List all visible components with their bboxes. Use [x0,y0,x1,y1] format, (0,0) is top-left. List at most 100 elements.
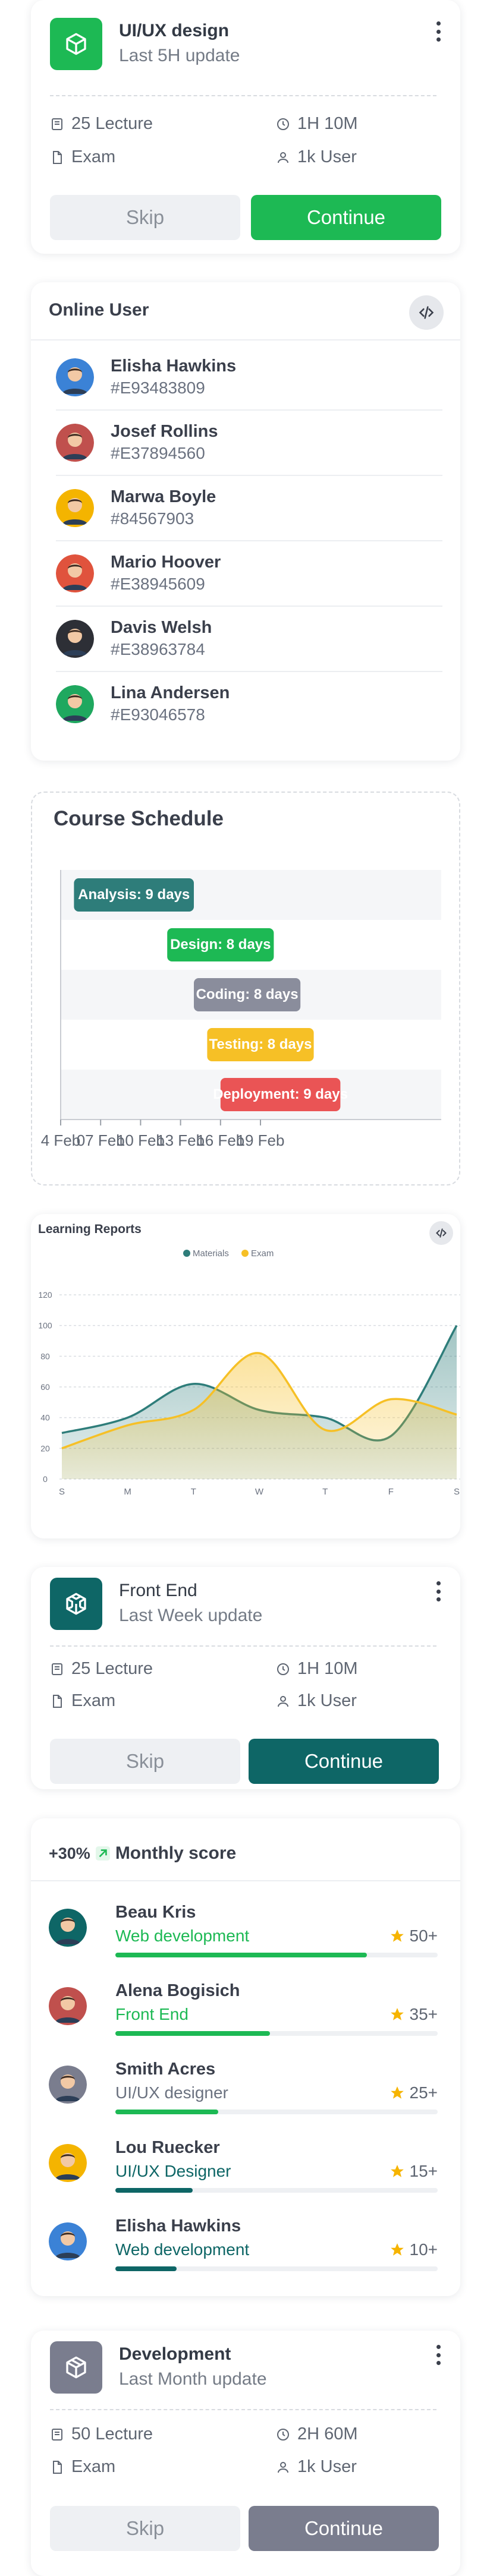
score-value: 35+ [390,2005,438,2024]
user-row[interactable]: Josef Rollins #E37894560 [56,411,442,476]
avatar [56,620,94,658]
avatar [56,489,94,527]
gantt-bar-label: Coding: 8 days [196,986,299,1002]
skip-button[interactable]: Skip [50,2506,240,2551]
series-line [61,1352,457,1449]
progress-fill [115,2110,219,2114]
exam-label: Exam [50,2457,115,2477]
user-id: #84567903 [111,509,194,528]
legend-label: Exam [251,1248,274,1259]
x-tick-label: F [388,1487,394,1497]
student-name: Smith Acres [115,2060,216,2079]
gantt-bar-label: Analysis: 9 days [78,887,190,903]
student-name: Elisha Hawkins [115,2216,241,2236]
avatar [49,1987,87,2025]
trend-up-icon [95,1846,110,1861]
user-name: Davis Welsh [111,618,212,637]
user-id: #E93046578 [111,705,205,724]
y-tick-label: 120 [38,1290,52,1300]
continue-button[interactable]: Continue [251,195,441,240]
gantt-bar-label: Testing: 8 days [209,1036,312,1052]
more-options-icon[interactable] [434,21,442,42]
progress-fill [115,1953,367,1957]
course-card: UI/UX design Last 5H update 25 Lecture 1… [31,0,460,254]
user-name: Marwa Boyle [111,487,216,506]
course-subtitle: Last Week update [119,1606,263,1625]
course-title: Development [119,2344,231,2364]
series-area [62,1352,457,1479]
clock-icon [277,1663,289,1675]
card-header: +30% Monthly score [49,1843,236,1864]
duration: 1H 10M [276,1659,358,1679]
book-icon [52,2428,62,2441]
x-tick-label: T [191,1487,196,1497]
y-tick-label: 60 [40,1382,50,1392]
avatar [49,2144,87,2182]
file-icon [53,2460,62,2474]
progress-bar [115,2188,438,2193]
gantt-bar-label: Design: 8 days [170,937,271,953]
book-icon [52,1663,62,1675]
student-role: UI/UX Designer [115,2162,231,2180]
student-role: Web development [115,2240,250,2259]
user-id: #E37894560 [111,444,205,462]
area-chart: 0 20 40 60 80 100 120 S M T W T F S Materials Exam [38,1248,460,1497]
skip-button[interactable]: Skip [50,1739,240,1784]
legend-marker [183,1250,190,1257]
x-tick-label: 10 Feb [117,1131,165,1149]
code-icon[interactable] [429,1221,453,1245]
score-value: 25+ [390,2083,438,2102]
course-card: Front End Last Week update 25 Lecture 1H… [31,1567,460,1789]
continue-button[interactable]: Continue [249,1739,439,1784]
online-user-card: Online User Elisha Hawkins #E93483809 Jose… [31,282,460,761]
code-icon[interactable] [409,295,444,330]
score-value: 50+ [390,1927,438,1946]
score-row: Beau Kris Web development 50+ [49,1903,442,1968]
skip-button[interactable]: Skip [50,195,240,240]
x-tick-label: 13 Feb [156,1131,205,1149]
course-schedule-card: Course Schedule Analysis: 9 days Design: … [31,792,460,1185]
x-tick-label: T [322,1487,328,1497]
progress-bar [115,2110,438,2114]
card-title: Learning Reports [38,1222,142,1236]
duration: 2H 60M [276,2424,358,2444]
avatar [56,554,94,592]
user-row[interactable]: Mario Hoover #E38945609 [56,541,442,607]
lecture-count: 25 Lecture [50,114,153,134]
progress-bar [115,1953,438,1957]
user-row[interactable]: Elisha Hawkins #E93483809 [56,345,442,411]
x-tick-label: M [124,1487,131,1497]
more-options-icon[interactable] [434,2345,442,2365]
avatar [56,685,94,723]
student-role: Front End [115,2005,189,2023]
x-tick-label: S [59,1487,65,1497]
user-name: Mario Hoover [111,553,221,572]
clock-icon [277,118,289,130]
x-tick-label: W [255,1487,264,1497]
progress-bar [115,2031,438,2036]
student-name: Lou Ruecker [115,2138,220,2157]
student-name: Beau Kris [115,1903,196,1922]
duration: 1H 10M [276,114,358,134]
progress-fill [115,2266,177,2271]
user-name: Josef Rollins [111,422,218,441]
user-id: #E38963784 [111,640,205,658]
star-icon [390,2243,404,2256]
divider [50,95,436,96]
progress-fill [115,2031,271,2036]
gantt-bar [220,1078,341,1111]
lecture-count: 25 Lecture [50,1659,153,1679]
gantt-bar [167,928,274,961]
avatar [49,2066,87,2104]
user-row[interactable]: Lina Andersen #E93046578 [56,672,442,736]
user-row[interactable]: Davis Welsh #E38963784 [56,607,442,672]
learning-reports-card: Learning Reports 0 20 40 60 80 100 120 S M T W T F S M… [31,1214,460,1538]
clock-icon [277,2428,289,2441]
user-row[interactable]: Marwa Boyle #84567903 [56,476,442,541]
divider [50,1645,436,1647]
student-role: Web development [115,1927,250,1945]
continue-button[interactable]: Continue [249,2506,439,2551]
more-options-icon[interactable] [434,1581,442,1601]
score-value: 15+ [390,2162,438,2181]
star-icon [390,2165,404,2177]
